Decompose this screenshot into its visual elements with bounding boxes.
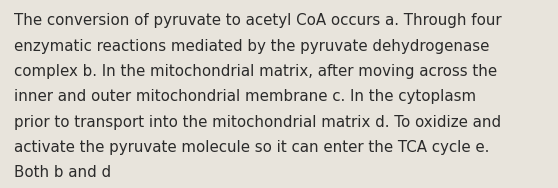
Text: The conversion of pyruvate to acetyl CoA occurs a. Through four: The conversion of pyruvate to acetyl CoA…: [14, 13, 502, 28]
Text: prior to transport into the mitochondrial matrix d. To oxidize and: prior to transport into the mitochondria…: [14, 115, 501, 130]
Text: inner and outer mitochondrial membrane c. In the cytoplasm: inner and outer mitochondrial membrane c…: [14, 89, 476, 104]
Text: complex b. In the mitochondrial matrix, after moving across the: complex b. In the mitochondrial matrix, …: [14, 64, 497, 79]
Text: activate the pyruvate molecule so it can enter the TCA cycle e.: activate the pyruvate molecule so it can…: [14, 140, 489, 155]
Text: Both b and d: Both b and d: [14, 165, 111, 180]
Text: enzymatic reactions mediated by the pyruvate dehydrogenase: enzymatic reactions mediated by the pyru…: [14, 39, 489, 54]
